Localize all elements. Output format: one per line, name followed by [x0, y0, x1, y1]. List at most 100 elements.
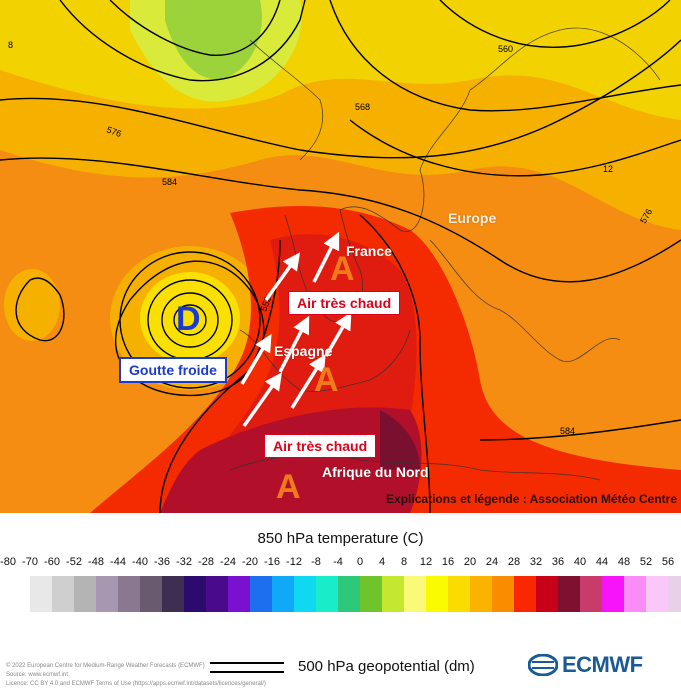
colorbar-swatch [514, 576, 536, 612]
credit-text: Explications et légende : Association Mé… [386, 492, 677, 506]
colorbar-tick-label: -60 [44, 556, 60, 568]
ecmwf-logo-text: ECMWF [562, 652, 643, 677]
colorbar-tick-label: 36 [551, 556, 565, 568]
fine-print: © 2022 European Centre for Medium-Range … [6, 662, 266, 689]
arrow [242, 372, 283, 428]
colorbar-swatch [470, 576, 492, 612]
colorbar-swatch [228, 576, 250, 612]
contour-label: 8 [8, 40, 13, 50]
colorbar-ticks: -80 -70 -60 -52 -48 -44 -40 -36 -32 -28 -24 -20 -16-… [0, 556, 681, 572]
arrow [240, 333, 272, 385]
colorbar-tick-label: -36 [154, 556, 170, 568]
colorbar-swatch [162, 576, 184, 612]
colorbar-swatch [250, 576, 272, 612]
contour-label: 584 [560, 426, 575, 436]
low-pressure-letter: D [176, 300, 201, 338]
colorbar-tick-label: 16 [441, 556, 455, 568]
label-france: France [346, 243, 392, 259]
colorbar-tick-label: -80 [0, 556, 16, 568]
colorbar-tick-label: 0 [356, 556, 364, 568]
contour-label: 12 [603, 164, 613, 174]
colorbar-swatch [492, 576, 514, 612]
label-espagne: Espagne [274, 343, 333, 359]
colorbar-swatch [96, 576, 118, 612]
colorbar-tick-label: 4 [378, 556, 386, 568]
contour-label: 560 [498, 44, 513, 54]
temp-field-green [165, 0, 262, 80]
colorbar-tick-label: 32 [529, 556, 543, 568]
colorbar-swatch [646, 576, 668, 612]
colorbar-title: 850 hPa temperature (C) [257, 530, 424, 547]
colorbar-swatch [426, 576, 448, 612]
ecmwf-logo: ECMWF [528, 652, 643, 678]
geopotential-legend-line [210, 662, 284, 673]
arrow [312, 231, 340, 283]
annotation-air-tres-chaud: Air très chaud [264, 434, 377, 458]
arrow [290, 354, 326, 409]
colorbar-swatch [118, 576, 140, 612]
geopotential-legend-label: 500 hPa geopotential (dm) [298, 658, 475, 675]
colorbar-swatch [536, 576, 558, 612]
colorbar-swatch [52, 576, 74, 612]
colorbar-swatch [140, 576, 162, 612]
colorbar [30, 576, 681, 612]
colorbar-tick-label: -12 [286, 556, 302, 568]
fine-print-line: Source: www.ecmwf.int [6, 672, 69, 678]
colorbar-swatch [558, 576, 580, 612]
colorbar-tick-label: 28 [507, 556, 521, 568]
colorbar-tick-label: -40 [132, 556, 148, 568]
colorbar-swatch [668, 576, 681, 612]
colorbar-tick-label: 52 [639, 556, 653, 568]
colorbar-swatch [448, 576, 470, 612]
contour-label: 584 [162, 177, 177, 187]
annotation-air-tres-chaud: Air très chaud [288, 291, 401, 315]
colorbar-tick-label: 20 [463, 556, 477, 568]
colorbar-swatch [338, 576, 360, 612]
colorbar-tick-label: 48 [617, 556, 631, 568]
colorbar-swatch [30, 576, 52, 612]
colorbar-tick-label: -32 [176, 556, 192, 568]
colorbar-swatch [602, 576, 624, 612]
colorbar-swatch [184, 576, 206, 612]
colorbar-tick-label: 24 [485, 556, 499, 568]
colorbar-tick-label: -20 [242, 556, 258, 568]
cold-pool-inner [140, 272, 240, 364]
weather-map: 576 584 568 560 552 576 584 12 8 D A A A… [0, 0, 681, 514]
annotation-goutte-froide: Goutte froide [119, 357, 227, 383]
colorbar-swatch [74, 576, 96, 612]
colorbar-tick-label: 8 [400, 556, 408, 568]
colorbar-tick-label: -52 [66, 556, 82, 568]
contour-label: 552 [258, 295, 273, 313]
label-europe: Europe [448, 210, 497, 226]
contour-label: 568 [355, 102, 370, 112]
ecmwf-logo-icon [528, 654, 558, 676]
hot-plume-darkest [160, 407, 422, 513]
colorbar-swatch [404, 576, 426, 612]
arrow [324, 311, 352, 357]
colorbar-tick-label: -8 [311, 556, 321, 568]
high-pressure-letter: A [330, 250, 355, 288]
colorbar-tick-label: -70 [22, 556, 38, 568]
colorbar-swatch [360, 576, 382, 612]
colorbar-swatch [294, 576, 316, 612]
colorbar-tick-label: 40 [573, 556, 587, 568]
colorbar-swatch [624, 576, 646, 612]
arrow [278, 315, 310, 373]
arrow [264, 252, 301, 302]
warm-advection-arrows [240, 231, 352, 428]
fine-print-line: Licence: CC BY 4.0 and ECMWF Terms of Us… [6, 681, 266, 687]
hot-plume-purple [380, 410, 420, 470]
high-pressure-letter: A [314, 361, 339, 399]
colorbar-swatch [206, 576, 228, 612]
colorbar-tick-label: 12 [419, 556, 433, 568]
colorbar-tick-label: -48 [88, 556, 104, 568]
map-canvas: 576 584 568 560 552 576 584 12 8 [0, 0, 681, 514]
colorbar-tick-label: -28 [198, 556, 214, 568]
colorbar-tick-label: 56 [661, 556, 675, 568]
label-afrique-du-nord: Afrique du Nord [322, 464, 429, 480]
colorbar-tick-label: 44 [595, 556, 609, 568]
fine-print-line: © 2022 European Centre for Medium-Range … [6, 663, 205, 669]
colorbar-swatch [382, 576, 404, 612]
colorbar-tick-label: -24 [220, 556, 236, 568]
colorbar-swatch [272, 576, 294, 612]
